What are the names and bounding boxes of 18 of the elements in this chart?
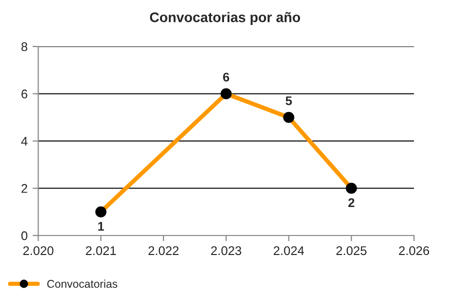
y-tick-label: 8 xyxy=(21,42,28,52)
x-tick-label: 2.020 xyxy=(23,246,54,256)
data-label: 1 xyxy=(98,222,104,231)
x-tick-label: 2.026 xyxy=(398,246,430,256)
chart-title: Convocatorias por año xyxy=(150,12,300,25)
data-label: 2 xyxy=(348,198,354,208)
x-tick-label: 2.022 xyxy=(148,246,179,256)
y-tick-label: 6 xyxy=(22,90,28,98)
y-tick-label: 4 xyxy=(21,136,28,146)
y-tick-label: 2 xyxy=(22,184,28,193)
x-tick-label: 2.024 xyxy=(274,246,304,256)
legend-label: Convocatorias xyxy=(47,280,118,288)
x-tick-label: 2.023 xyxy=(211,246,242,256)
data-label: 5 xyxy=(286,96,292,106)
x-tick-label: 2.021 xyxy=(86,246,116,256)
x-tick-label: 2.025 xyxy=(336,246,366,256)
data-label: 6 xyxy=(223,72,230,82)
y-tick-label: 0 xyxy=(21,231,28,240)
